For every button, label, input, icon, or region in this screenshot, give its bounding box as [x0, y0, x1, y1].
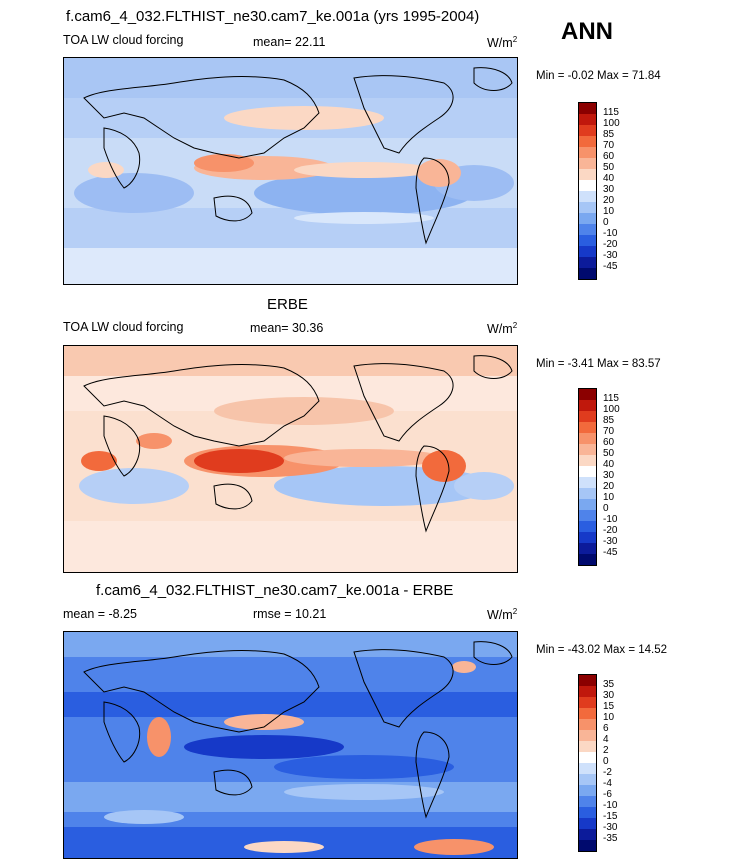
cb1-label: 100 [603, 118, 620, 129]
panel2-map-graphic [64, 346, 517, 572]
panel3-title: f.cam6_4_032.FLTHIST_ne30.cam7_ke.001a -… [96, 582, 454, 599]
cb1-label: 50 [603, 162, 615, 173]
cb3-label: -10 [603, 800, 618, 811]
panel1-map [63, 57, 518, 285]
cb1-label: -45 [603, 261, 618, 272]
panel1-title: f.cam6_4_032.FLTHIST_ne30.cam7_ke.001a (… [66, 8, 480, 25]
panel1-left-label: TOA LW cloud forcing [63, 33, 184, 47]
panel1-minmax: Min = -0.02 Max = 71.84 [536, 70, 661, 82]
cb2-label: -20 [603, 525, 618, 536]
cb1-label: 40 [603, 173, 615, 184]
panel3-map-graphic [64, 632, 517, 858]
cb2-label: 40 [603, 459, 615, 470]
cb2-label: 60 [603, 437, 615, 448]
cb3-label: -2 [603, 767, 612, 778]
cb3-label: -15 [603, 811, 618, 822]
cb2-label: -10 [603, 514, 618, 525]
panel3-map [63, 631, 518, 859]
cb2-label: -30 [603, 536, 618, 547]
panel2-minmax: Min = -3.41 Max = 83.57 [536, 358, 661, 370]
cb3-label: -35 [603, 833, 618, 844]
panel1-mean: mean= 22.11 [253, 35, 326, 49]
cb2-label: 30 [603, 470, 615, 481]
panel1-map-graphic [64, 58, 517, 284]
panel3-minmax: Min = -43.02 Max = 14.52 [536, 644, 668, 656]
cb3-label: -4 [603, 778, 612, 789]
panel3-units: W/m2 [487, 607, 518, 623]
panel1-colorbar [578, 102, 597, 280]
cb2-label: 0 [603, 503, 609, 514]
panel3-rmse: rmse = 10.21 [253, 607, 327, 621]
cb1-label: 30 [603, 184, 615, 195]
cb3-label: 4 [603, 734, 609, 745]
cb3-label: -30 [603, 822, 618, 833]
panel2-map [63, 345, 518, 573]
cb1-label: 0 [603, 217, 609, 228]
cb3-label: 35 [603, 679, 615, 690]
annual-label: ANN [561, 18, 613, 45]
panel2-mean: mean= 30.36 [250, 321, 324, 335]
cb2-label: -45 [603, 547, 618, 558]
cb3-label: 15 [603, 701, 615, 712]
cb3-label: -6 [603, 789, 612, 800]
panel2-title: ERBE [267, 296, 308, 313]
cb2-label: 20 [603, 481, 615, 492]
cb1-label: 115 [603, 107, 619, 118]
panel1-units: W/m2 [487, 35, 518, 51]
cb2-label: 70 [603, 426, 615, 437]
cb2-label: 115 [603, 393, 619, 404]
cb1-label: -10 [603, 228, 618, 239]
cb3-label: 6 [603, 723, 609, 734]
cb2-label: 10 [603, 492, 615, 503]
cb1-label: 20 [603, 195, 615, 206]
cb3-label: 2 [603, 745, 609, 756]
cb1-label: 60 [603, 151, 615, 162]
cb1-label: -20 [603, 239, 618, 250]
cb1-label: 85 [603, 129, 615, 140]
cb2-label: 100 [603, 404, 620, 415]
cb2-label: 85 [603, 415, 615, 426]
cb1-label: -30 [603, 250, 618, 261]
cb1-label: 70 [603, 140, 615, 151]
cb3-label: 30 [603, 690, 615, 701]
panel2-left-label: TOA LW cloud forcing [63, 320, 184, 334]
cb3-label: 10 [603, 712, 615, 723]
panel2-colorbar [578, 388, 597, 566]
cb3-label: 0 [603, 756, 609, 767]
cb1-label: 10 [603, 206, 615, 217]
panel2-units: W/m2 [487, 321, 518, 337]
panel3-colorbar [578, 674, 597, 852]
panel3-mean: mean = -8.25 [63, 607, 138, 621]
cb2-label: 50 [603, 448, 615, 459]
